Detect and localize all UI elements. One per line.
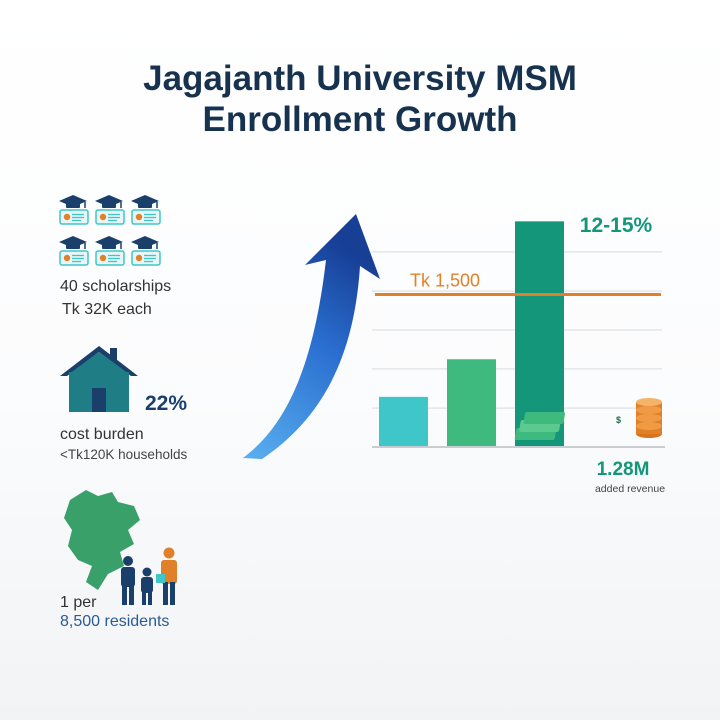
bar-1 (379, 396, 428, 447)
money-coins-icon: $ (514, 398, 662, 440)
map-family-icon (64, 490, 177, 605)
house-icon (60, 346, 138, 412)
chart-bars (379, 221, 564, 447)
cost-burden-value: 22% (145, 392, 188, 415)
residents-ratio-line2: 8,500 residents (60, 613, 170, 630)
title-line-1: Jagajanth University MSM (143, 59, 577, 98)
scholarships-amount: Tk 32K each (62, 301, 152, 318)
bar-3 (515, 221, 564, 447)
revenue-label: added revenue (595, 483, 665, 495)
upward-arrow-icon (243, 214, 380, 459)
revenue-value: 1.28M (597, 459, 650, 480)
svg-text:$: $ (616, 415, 621, 425)
cost-burden-label: cost burden (60, 426, 144, 443)
page-title: Jagajanth University MSM Enrollment Grow… (0, 58, 720, 140)
residents-ratio-line1: 1 per (60, 594, 97, 611)
scholarships-count: 40 scholarships (60, 278, 172, 295)
reference-line-label: Tk 1,500 (410, 270, 480, 290)
title-line-2: Enrollment Growth (202, 100, 518, 139)
top-annotation: 12-15% (580, 214, 653, 237)
cost-burden-households: <Tk120K households (60, 447, 188, 462)
bar-2 (447, 359, 496, 447)
